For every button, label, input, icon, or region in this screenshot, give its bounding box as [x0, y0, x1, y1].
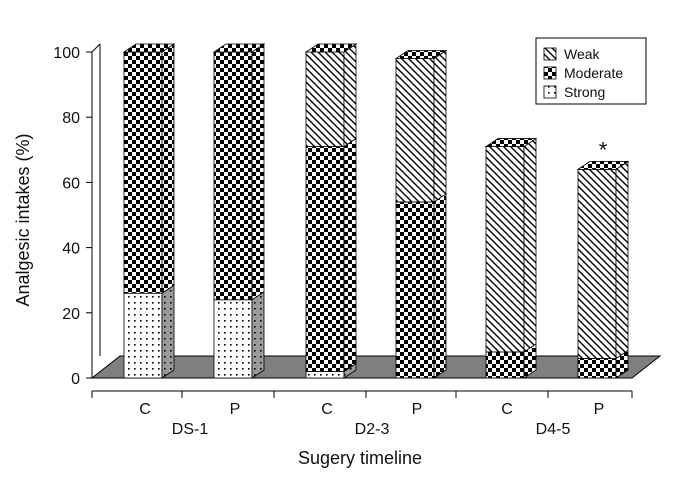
x-tick-label: P	[594, 401, 605, 418]
bar-segment-moderate	[123, 51, 163, 294]
bar-segment-moderate	[395, 201, 435, 379]
bar-side-strong	[251, 291, 265, 379]
y-tick-label: 80	[62, 110, 80, 127]
bar-side-moderate	[161, 43, 175, 294]
x-tick-label: C	[139, 401, 151, 418]
legend-label-strong: Strong	[564, 84, 605, 100]
bar-side-weak	[615, 160, 629, 360]
legend-label-weak: Weak	[564, 46, 601, 62]
y-tick-label: 20	[62, 306, 80, 323]
chart-legend: Weak Moderate Strong	[535, 37, 647, 105]
bar-side-weak	[343, 43, 357, 148]
bar-segment-weak	[305, 51, 345, 147]
bar-side-weak	[523, 137, 537, 353]
y-tick-label: 0	[71, 371, 80, 388]
bar-top-cap	[122, 43, 176, 53]
bar-segment-strong	[123, 292, 163, 379]
bar-segment-moderate	[213, 51, 253, 301]
y-tick-label: 40	[62, 241, 80, 258]
significance-asterisk: *	[599, 137, 608, 162]
bar-side-moderate	[251, 43, 265, 301]
bar-side-weak	[433, 49, 447, 203]
bar-2	[212, 43, 266, 379]
y-axis-label: Analgesic intakes (%)	[13, 133, 33, 306]
legend-swatch-weak	[543, 47, 557, 61]
chart-floor-layer	[90, 355, 662, 379]
bar-side-strong	[161, 284, 175, 379]
bar-top-cap	[484, 138, 538, 147]
x-tick-label: C	[321, 401, 333, 418]
y-tick-label: 100	[53, 45, 80, 62]
bar-3	[304, 43, 358, 379]
bar-4	[394, 49, 448, 379]
legend-swatch-strong	[543, 85, 557, 99]
bar-segment-weak	[395, 58, 435, 203]
x-axis-label: Sugery timeline	[298, 448, 422, 468]
legend-label-moderate: Moderate	[564, 65, 623, 81]
bar-segment-moderate	[305, 146, 345, 372]
legend-swatch-moderate	[543, 66, 557, 80]
chart-floor	[90, 355, 662, 379]
chart-axes-layer: 0 20 40 60 80 100 C P C P C P DS-1 D2-3 D4-5	[53, 43, 633, 438]
bar-top-cap	[212, 43, 266, 53]
x-group-label: DS-1	[172, 421, 209, 438]
bar-top-cap	[304, 43, 358, 53]
x-group-label: D4-5	[536, 421, 571, 438]
bar-segment-weak	[485, 146, 525, 353]
bar-segment-strong	[213, 299, 253, 379]
wall-top-edge	[91, 43, 101, 53]
x-tick-label: P	[412, 401, 423, 418]
bar-5	[484, 137, 538, 379]
x-group-label: D2-3	[355, 421, 390, 438]
bar-segment-moderate	[577, 358, 617, 379]
bar-1	[122, 43, 176, 379]
bar-top-cap	[394, 50, 448, 59]
chart-bars-layer: *	[122, 43, 630, 379]
bar-6	[576, 160, 630, 379]
bar-segment-weak	[577, 168, 617, 359]
y-tick-label: 60	[62, 175, 80, 192]
x-tick-label: P	[230, 401, 241, 418]
bar-segment-strong	[305, 371, 345, 379]
bar-top-cap	[576, 160, 630, 170]
bar-segment-moderate	[485, 351, 525, 379]
x-tick-label: C	[501, 401, 513, 418]
bar-side-moderate	[433, 193, 447, 379]
bar-side-moderate	[343, 137, 357, 373]
